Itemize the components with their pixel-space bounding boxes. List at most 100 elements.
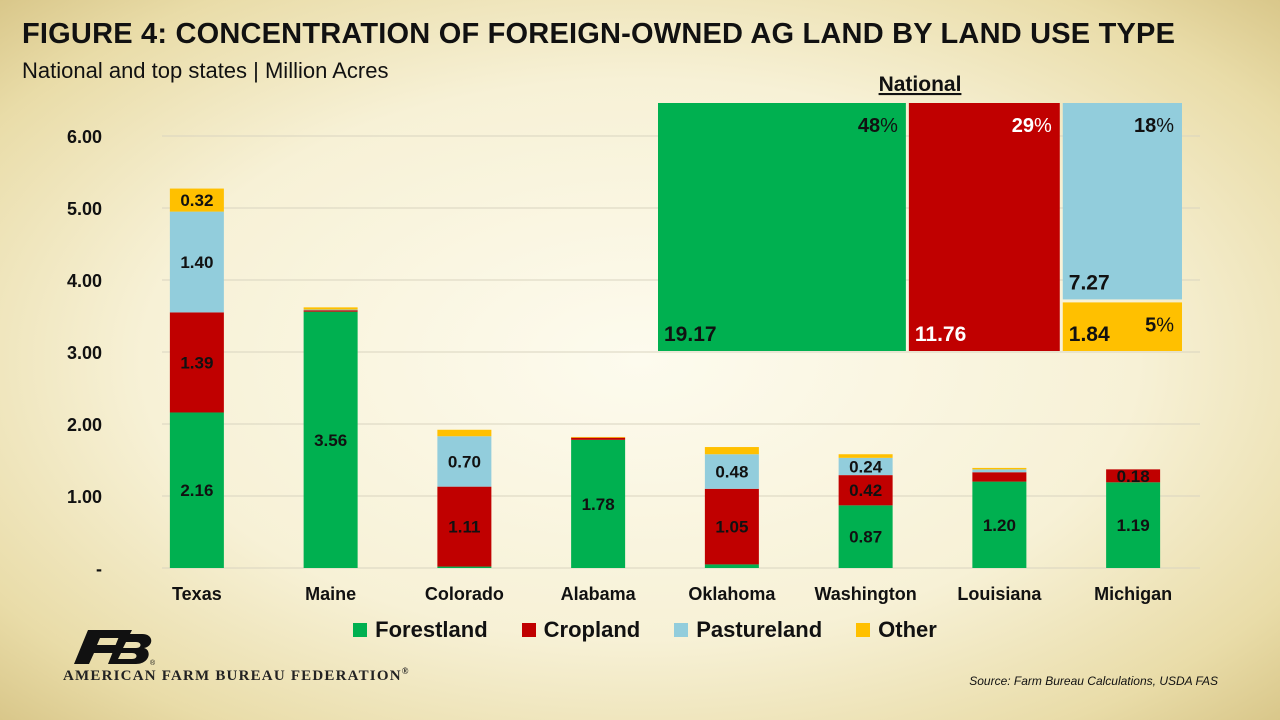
source-note: Source: Farm Bureau Calculations, USDA F…	[969, 674, 1218, 688]
bar-cropland-colorado	[437, 486, 492, 567]
legend-swatch	[856, 623, 871, 637]
y-tick-label: 6.00	[67, 127, 102, 147]
treemap-percent-cropland: 29%	[1012, 115, 1052, 137]
legend-item-pastureland: Pastureland	[674, 617, 822, 643]
treemap-value-pastureland: 7.27	[1069, 271, 1110, 294]
percent-value: 18	[1134, 115, 1156, 137]
bar-pastureland-oklahoma	[704, 454, 759, 489]
treemap-percent-pastureland: 18%	[1134, 115, 1174, 137]
chart-subtitle: National and top states | Million Acres	[22, 58, 389, 83]
bar-forestland-alabama	[571, 439, 626, 568]
data-label: 3.56	[314, 431, 347, 450]
x-tick-label: Oklahoma	[688, 584, 776, 604]
legend-swatch	[353, 623, 368, 637]
chart-title: FIGURE 4: CONCENTRATION OF FOREIGN-OWNED…	[22, 18, 1176, 50]
org-name: AMERICAN FARM BUREAU FEDERATION®	[63, 666, 410, 684]
y-tick-label: 5.00	[67, 199, 102, 219]
x-tick-label: Michigan	[1094, 584, 1172, 604]
data-label: 0.32	[180, 191, 213, 210]
bar-cropland-louisiana	[972, 472, 1027, 482]
x-tick-label: Alabama	[561, 584, 637, 604]
legend-label: Cropland	[543, 617, 641, 642]
legend-swatch	[674, 623, 689, 637]
data-label: 2.16	[180, 481, 213, 500]
x-tick-label: Maine	[305, 584, 356, 604]
logo-registered-mark: ®	[150, 659, 156, 666]
treemap-value-cropland: 11.76	[915, 323, 966, 346]
x-axis: Texas Maine Colorado Alabama Oklahoma Washing…	[172, 584, 1172, 604]
x-tick-label: Texas	[172, 584, 222, 604]
bar-other-alabama	[571, 436, 626, 438]
bar-forestland-colorado	[437, 566, 492, 568]
treemap-cell-pastureland	[1062, 103, 1182, 300]
data-label: 0.24	[849, 457, 883, 476]
legend: Forestland Cropland Pastureland Other	[0, 617, 1280, 643]
data-label: 1.40	[180, 253, 213, 272]
x-tick-label: Washington	[814, 584, 916, 604]
bar-other-texas	[169, 188, 224, 212]
percent-sign: %	[1156, 314, 1174, 336]
legend-item-other: Other	[856, 617, 937, 643]
y-tick-label: 1.00	[67, 487, 102, 507]
data-label: 1.11	[448, 518, 480, 537]
percent-sign: %	[1156, 115, 1174, 137]
treemap-cell-other	[1062, 302, 1182, 351]
bar-forestland-washington	[838, 505, 893, 568]
x-tick-label: Louisiana	[957, 584, 1042, 604]
bar-pastureland-maine	[303, 309, 358, 311]
data-label: 0.70	[448, 452, 481, 471]
bar-cropland-michigan	[1106, 469, 1161, 483]
legend-item-cropland: Cropland	[521, 617, 641, 643]
percent-value: 48	[858, 115, 880, 137]
bar-cropland-oklahoma	[704, 488, 759, 565]
bar-cropland-alabama	[571, 437, 626, 440]
treemap-percent-forestland: 48%	[858, 115, 898, 137]
bar-forestland-maine	[303, 311, 358, 568]
y-tick-label: -	[96, 559, 102, 579]
bar-other-maine	[303, 307, 358, 310]
treemap-cell-cropland	[908, 103, 1060, 351]
legend-label: Pastureland	[696, 617, 823, 642]
data-label: 1.05	[715, 518, 748, 537]
national-treemap: National 48% 19.17 29% 11.76 18% 7.27 5% 1.84	[658, 73, 1182, 351]
bar-other-washington	[838, 454, 893, 458]
legend-label: Other	[878, 617, 937, 642]
bar-cropland-maine	[303, 310, 358, 312]
bar-pastureland-washington	[838, 457, 893, 476]
bar-other-louisiana	[972, 467, 1027, 470]
data-label: 1.78	[582, 495, 615, 514]
y-tick-label: 3.00	[67, 343, 102, 363]
treemap-cell-forestland	[658, 103, 906, 351]
data-label: 1.19	[1117, 516, 1150, 535]
legend-item-forestland: Forestland	[353, 617, 488, 643]
percent-sign: %	[1034, 115, 1052, 137]
logo-f-shape	[74, 630, 132, 664]
percent-value: 5	[1145, 314, 1156, 336]
logo-b-shape	[108, 634, 152, 664]
bar-pastureland-texas	[169, 211, 224, 313]
data-label: 0.87	[849, 528, 882, 547]
treemap-percent-other: 5%	[1145, 314, 1174, 336]
bar-other-oklahoma	[704, 447, 759, 455]
bar-forestland-texas	[169, 412, 224, 568]
treemap-value-forestland: 19.17	[664, 323, 717, 346]
data-label: 1.39	[180, 353, 213, 372]
treemap-value-other: 1.84	[1069, 323, 1110, 346]
bar-forestland-michigan	[1106, 482, 1161, 568]
y-tick-label: 4.00	[67, 271, 102, 291]
bar-cropland-texas	[169, 312, 224, 413]
data-label: 0.18	[1117, 467, 1150, 486]
bar-other-colorado	[437, 429, 492, 437]
x-tick-label: Colorado	[425, 584, 504, 604]
data-label: 1.20	[983, 516, 1016, 535]
bars	[169, 188, 1161, 568]
data-label: 0.48	[715, 463, 748, 482]
y-tick-label: 2.00	[67, 415, 102, 435]
bar-pastureland-louisiana	[972, 469, 1027, 473]
bar-forestland-oklahoma	[704, 564, 759, 568]
treemap-title: National	[879, 73, 962, 96]
data-labels: 2.16 1.39 1.40 0.32 3.56 1.11 0.70 1.78 1.05 0.48…	[180, 191, 1149, 547]
legend-swatch	[521, 623, 536, 637]
bar-cropland-washington	[838, 475, 893, 506]
